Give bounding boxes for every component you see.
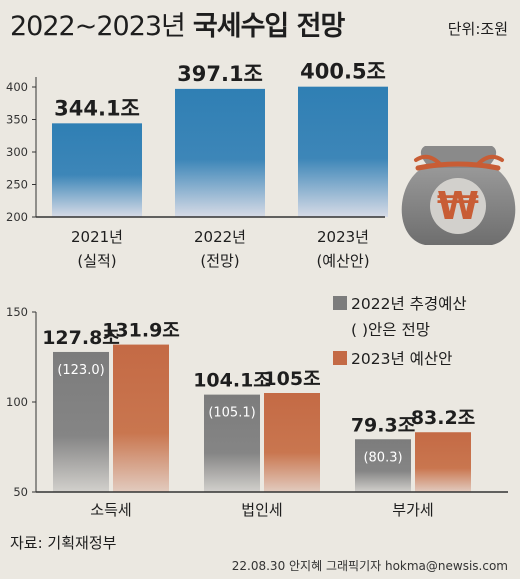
x-category-sublabel: (예산안) bbox=[316, 252, 369, 270]
x-category-sublabel: (실적) bbox=[77, 252, 116, 270]
top-bar-chart: 200 250 300 350 400 344.1조 2021년 (실적) 397.1조 2022… bbox=[6, 60, 388, 270]
bar-2021년 bbox=[52, 123, 142, 217]
credit-line: 22.08.30 안지혜 그래픽기자 hokma@newsis.com bbox=[231, 559, 508, 573]
bar-부가세-2023 bbox=[415, 432, 471, 492]
legend-note-forecast: ( )안은 전망 bbox=[351, 321, 430, 339]
bar-2023년 bbox=[298, 86, 388, 217]
money-bag-icon: ₩ bbox=[401, 146, 516, 245]
forecast-label: (80.3) bbox=[363, 450, 402, 465]
bar-value-label: 397.1조 bbox=[177, 62, 263, 86]
legend-swatch-2023 bbox=[333, 351, 347, 365]
x-category-label: 2022년 bbox=[194, 228, 246, 246]
legend-label-2023: 2023년 예산안 bbox=[351, 350, 453, 368]
y-tick-label: 150 bbox=[6, 305, 28, 319]
bar-부가세-2022 bbox=[355, 439, 411, 492]
bar-value-label: 127.8조 bbox=[42, 327, 120, 349]
x-category-label: 법인세 bbox=[241, 501, 282, 519]
bar-value-label: 83.2조 bbox=[411, 407, 475, 429]
x-category-label: 부가세 bbox=[392, 501, 433, 519]
y-tick-label: 300 bbox=[6, 145, 28, 159]
bar-소득세-2023 bbox=[113, 344, 169, 492]
x-category-label: 소득세 bbox=[90, 501, 131, 519]
x-category-sublabel: (전망) bbox=[200, 252, 239, 270]
legend-swatch-2022 bbox=[333, 296, 347, 310]
bar-value-label: 105조 bbox=[263, 368, 320, 390]
chart-title: 2022~2023년 국세수입 전망 bbox=[10, 4, 345, 43]
won-symbol: ₩ bbox=[437, 184, 479, 228]
y-tick-label: 350 bbox=[6, 113, 28, 127]
bar-value-label: 79.3조 bbox=[351, 414, 415, 436]
y-tick-label: 100 bbox=[6, 395, 28, 409]
bar-법인세-2023 bbox=[264, 393, 320, 492]
bar-value-label: 344.1조 bbox=[54, 96, 140, 120]
bar-법인세-2022 bbox=[204, 394, 260, 492]
bar-2022년 bbox=[175, 88, 265, 217]
source-note: 자료: 기획재정부 bbox=[10, 534, 117, 552]
y-tick-label: 50 bbox=[13, 485, 28, 499]
y-tick-label: 400 bbox=[6, 80, 28, 94]
y-tick-label: 200 bbox=[6, 210, 28, 224]
legend-label-2022: 2022년 추경예산 bbox=[351, 295, 467, 313]
bar-value-label: 400.5조 bbox=[300, 60, 386, 84]
bar-소득세-2022 bbox=[53, 351, 109, 492]
forecast-label: (123.0) bbox=[57, 363, 104, 378]
unit-label: 단위:조원 bbox=[447, 20, 508, 38]
title-years: 2022~2023년 bbox=[10, 11, 186, 42]
y-tick-label: 250 bbox=[6, 178, 28, 192]
x-category-label: 2021년 bbox=[71, 228, 123, 246]
bar-value-label: 104.1조 bbox=[193, 370, 271, 392]
forecast-label: (105.1) bbox=[208, 406, 255, 421]
title-text: 국세수입 전망 bbox=[192, 11, 345, 42]
x-category-label: 2023년 bbox=[317, 228, 369, 246]
bar-value-label: 131.9조 bbox=[102, 320, 180, 342]
